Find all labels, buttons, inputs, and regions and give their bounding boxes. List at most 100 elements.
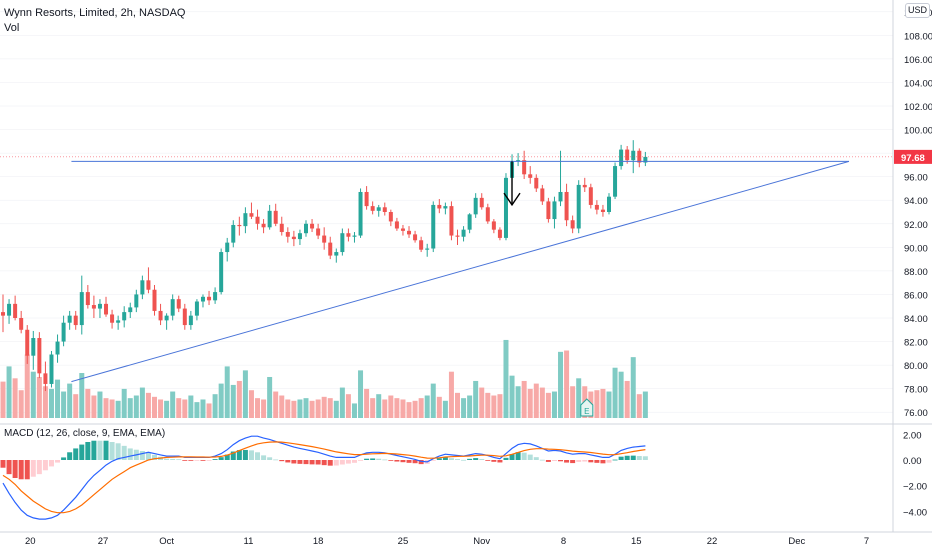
volume-bar (6, 366, 12, 418)
macd-histogram-bar (182, 460, 188, 461)
volume-bar (455, 392, 460, 418)
candle-body (152, 289, 157, 311)
volume-bar (285, 399, 291, 418)
macd-histogram-bar (509, 454, 515, 460)
earnings-marker[interactable]: E (580, 398, 594, 417)
volume-bar (145, 392, 151, 418)
volume-bar (642, 391, 648, 418)
candle-body (594, 204, 599, 210)
candle-body (176, 299, 181, 309)
candle-body (19, 318, 24, 330)
candle-body (334, 252, 339, 256)
macd-histogram-bar (127, 448, 133, 460)
macd-histogram-bar (79, 444, 85, 460)
candle-body (552, 201, 557, 220)
macd-histogram-bar (394, 460, 400, 462)
time-tick-label: Dec (788, 536, 805, 547)
volume-bars (0, 339, 648, 418)
volume-bar (479, 387, 485, 418)
down-arrow-annotation (503, 161, 521, 207)
arrow-head (503, 192, 521, 207)
macd-histogram-bar (406, 460, 412, 463)
volume-bar (321, 396, 327, 418)
volume-bar (624, 380, 630, 418)
currency-button[interactable]: USD (905, 3, 930, 18)
macd-histogram-bar (242, 449, 248, 460)
price-axis[interactable]: 76.00 78.00 80.00 82.00 84.00 86.00 88.00 90.00… (904, 8, 932, 419)
volume-bar (67, 383, 73, 418)
volume-bar (545, 392, 551, 418)
macd-histogram-bar (224, 454, 230, 460)
volume-bar (370, 398, 376, 418)
price-tick-label: 88.00 (904, 267, 928, 278)
macd-histogram-bar (30, 460, 36, 477)
macd-tick-label: −2.00 (903, 482, 927, 493)
volume-bar (382, 399, 388, 418)
macd-histogram-bar (382, 459, 388, 461)
candle-body (61, 322, 66, 342)
candle-body (91, 305, 96, 309)
macd-histogram-bar (606, 460, 612, 463)
candle-body (540, 188, 545, 202)
macd-histogram-bar (170, 458, 176, 460)
candle-body (497, 229, 502, 238)
volume-bar (255, 398, 261, 418)
macd-histogram-bar (418, 460, 424, 465)
candle-body (643, 156, 648, 163)
macd-histogram-bar (6, 460, 12, 475)
candle-body (25, 329, 30, 356)
candle-body (358, 191, 363, 236)
volume-bar (564, 350, 570, 418)
volume-bar (291, 400, 297, 418)
time-axis[interactable]: 20 27 Oct 11 18 25 Nov 8 15 22 Dec 7 (0, 531, 932, 547)
candle-body (461, 229, 466, 237)
price-tick-label: 92.00 (904, 220, 928, 231)
candle-body (558, 191, 563, 202)
candle-body (613, 166, 618, 197)
macd-histogram-bar (624, 455, 630, 460)
volume-bar (18, 390, 24, 418)
candle-body (219, 252, 224, 293)
macd-histogram-bar (576, 460, 582, 462)
volume-bar (491, 395, 497, 418)
candle-body (600, 209, 605, 212)
volume-bar (297, 399, 303, 418)
volume-bar (158, 399, 164, 418)
volume-bar (206, 403, 212, 418)
trendlines[interactable] (71, 160, 850, 383)
volume-bar (576, 378, 582, 418)
macd-indicator-label[interactable]: MACD (12, 26, close, 9, EMA, EMA) (4, 428, 166, 439)
macd-line (2, 435, 646, 520)
macd-histogram-bar (539, 459, 545, 461)
volume-bar (176, 398, 182, 418)
macd-histogram-bar (376, 458, 382, 460)
macd-tick-label: 0.00 (903, 456, 922, 467)
candle-body (376, 207, 381, 211)
earnings-marker-label: E (584, 407, 589, 416)
candle-body (200, 296, 205, 302)
volume-bar (503, 339, 509, 418)
candle-body (570, 220, 575, 229)
macd-histogram-bar (564, 460, 570, 463)
volume-bar (551, 391, 557, 418)
volume-bar (212, 394, 218, 418)
volume-bar (91, 395, 97, 418)
macd-histogram-bar (206, 460, 212, 461)
price-tick-label: 108.00 (904, 31, 932, 42)
time-tick-label: 18 (313, 536, 324, 547)
volume-bar (364, 388, 370, 418)
macd-histogram-bar (558, 460, 564, 462)
volume-bar (79, 373, 85, 418)
volume-bar (194, 402, 200, 418)
volume-bar (473, 380, 479, 418)
volume-bar (224, 366, 230, 418)
macd-histogram-bar (551, 460, 557, 462)
volume-bar (267, 376, 273, 418)
macd-histogram-bar (139, 451, 145, 460)
volume-bar (327, 398, 333, 418)
candle-body (7, 303, 12, 316)
macd-histogram-bar (388, 460, 394, 461)
macd-tick-label: −4.00 (903, 507, 927, 518)
macd-histogram-bar (145, 452, 151, 460)
